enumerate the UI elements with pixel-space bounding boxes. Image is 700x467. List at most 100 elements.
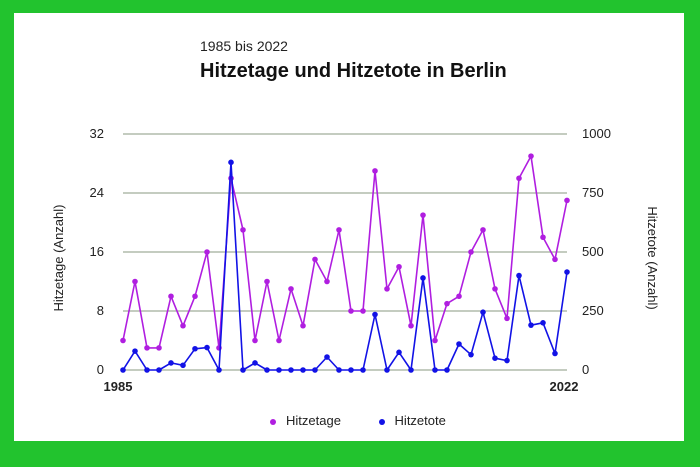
- y-left-axis-title: Hitzetage (Anzahl): [51, 205, 66, 312]
- data-point-hitzetote: [300, 367, 306, 373]
- y-left-tick-label: 8: [97, 303, 104, 318]
- data-point-hitzetage: [468, 249, 474, 255]
- legend-label-hitzetote: Hitzetote: [394, 413, 446, 428]
- data-point-hitzetage: [372, 168, 378, 174]
- y-right-axis-title: Hitzetote (Anzahl): [645, 206, 660, 309]
- data-point-hitzetage: [120, 337, 126, 344]
- data-point-hitzetote: [504, 357, 510, 364]
- data-point-hitzetote: [456, 341, 462, 347]
- x-tick-label: 1985: [104, 379, 133, 394]
- data-point-hitzetage: [144, 345, 150, 351]
- data-point-hitzetote: [564, 269, 570, 275]
- data-point-hitzetote: [468, 351, 474, 358]
- x-tick-label: 2022: [550, 379, 579, 394]
- data-point-hitzetage: [240, 227, 246, 233]
- data-point-hitzetote: [288, 367, 294, 373]
- data-point-hitzetote: [132, 348, 138, 354]
- data-point-hitzetage: [552, 256, 558, 263]
- line-chart: 0 0 8 250 16 500 24 750 32 1000 1985 2022 Hitzetage …: [51, 126, 660, 394]
- data-point-hitzetage: [132, 278, 138, 285]
- data-point-hitzetote: [204, 344, 210, 351]
- y-right-tick-label: 750: [582, 185, 604, 200]
- data-point-hitzetage: [444, 300, 450, 307]
- data-point-hitzetote: [312, 367, 318, 373]
- data-point-hitzetage: [324, 278, 330, 285]
- y-right-tick-label: 500: [582, 244, 604, 259]
- data-point-hitzetote: [156, 367, 162, 373]
- data-point-hitzetage: [480, 227, 486, 233]
- data-point-hitzetage: [288, 286, 294, 292]
- data-point-hitzetage: [564, 197, 570, 204]
- data-point-hitzetote: [264, 367, 270, 373]
- data-point-hitzetote: [216, 367, 222, 373]
- data-point-hitzetote: [432, 367, 438, 373]
- data-point-hitzetage: [228, 175, 234, 182]
- legend-marker-hitzetote: [378, 418, 385, 425]
- y-left-tick-label: 32: [90, 126, 104, 141]
- data-point-hitzetote: [384, 367, 390, 373]
- data-point-hitzetage: [396, 263, 402, 270]
- data-point-hitzetote: [516, 272, 522, 279]
- data-point-hitzetage: [384, 286, 390, 292]
- data-point-hitzetage: [516, 175, 522, 182]
- data-point-hitzetote: [552, 350, 558, 357]
- chart-subtitle: 1985 bis 2022: [200, 38, 288, 54]
- data-point-hitzetote: [396, 349, 402, 356]
- data-point-hitzetage: [204, 249, 210, 255]
- data-point-hitzetage: [276, 337, 282, 344]
- data-point-hitzetote: [336, 367, 342, 373]
- data-point-hitzetage: [180, 322, 186, 329]
- legend-label-hitzetage: Hitzetage: [286, 413, 341, 428]
- data-point-hitzetote: [492, 355, 498, 362]
- data-point-hitzetote: [408, 367, 414, 373]
- data-point-hitzetote: [324, 354, 330, 360]
- data-point-hitzetote: [480, 309, 486, 315]
- data-point-hitzetage: [348, 308, 354, 314]
- y-left-tick-label: 0: [97, 362, 104, 377]
- chart-legend: Hitzetage Hitzetote: [270, 413, 480, 428]
- y-left-tick-label: 16: [90, 244, 104, 259]
- data-point-hitzetage: [408, 322, 414, 329]
- data-point-hitzetote: [372, 311, 378, 318]
- data-point-hitzetage: [156, 345, 162, 351]
- data-point-hitzetote: [420, 275, 426, 281]
- data-point-hitzetote: [144, 367, 150, 373]
- data-point-hitzetote: [228, 159, 234, 166]
- data-point-hitzetote: [540, 320, 546, 326]
- data-point-hitzetote: [360, 367, 366, 373]
- data-point-hitzetage: [252, 337, 258, 344]
- data-point-hitzetage: [528, 153, 534, 159]
- data-point-hitzetote: [444, 367, 450, 373]
- legend-item-hitzetage: Hitzetage: [270, 413, 341, 428]
- data-point-hitzetage: [492, 286, 498, 292]
- chart-title: Hitzetage und Hitzetote in Berlin: [200, 60, 507, 82]
- data-point-hitzetage: [336, 227, 342, 233]
- data-point-hitzetote: [168, 360, 174, 366]
- data-point-hitzetote: [276, 367, 282, 373]
- data-point-hitzetage: [420, 212, 426, 218]
- data-point-hitzetage: [540, 234, 546, 241]
- data-point-hitzetote: [528, 322, 534, 328]
- data-point-hitzetage: [264, 278, 270, 285]
- data-point-hitzetote: [348, 367, 354, 373]
- data-point-hitzetage: [168, 293, 174, 300]
- data-point-hitzetage: [312, 256, 318, 263]
- data-point-hitzetage: [192, 293, 198, 300]
- series-line-hitzetage: [122, 155, 568, 349]
- data-point-hitzetage: [432, 337, 438, 344]
- y-right-tick-label: 1000: [582, 126, 611, 141]
- chart-card: 1985 bis 2022 Hitzetage und Hitzetote in…: [14, 13, 684, 441]
- y-right-tick-label: 0: [582, 362, 589, 377]
- data-point-hitzetote: [180, 362, 186, 369]
- legend-item-hitzetote: Hitzetote: [378, 413, 446, 428]
- data-point-hitzetote: [192, 345, 198, 352]
- data-point-hitzetage: [300, 322, 306, 329]
- legend-marker-hitzetage: [270, 418, 276, 425]
- data-point-hitzetage: [504, 315, 510, 322]
- y-left-tick-label: 24: [90, 185, 104, 200]
- data-point-hitzetote: [252, 360, 258, 366]
- data-point-hitzetote: [240, 367, 246, 373]
- data-point-hitzetote: [120, 367, 126, 373]
- y-right-tick-label: 250: [582, 303, 604, 318]
- data-point-hitzetage: [456, 293, 462, 300]
